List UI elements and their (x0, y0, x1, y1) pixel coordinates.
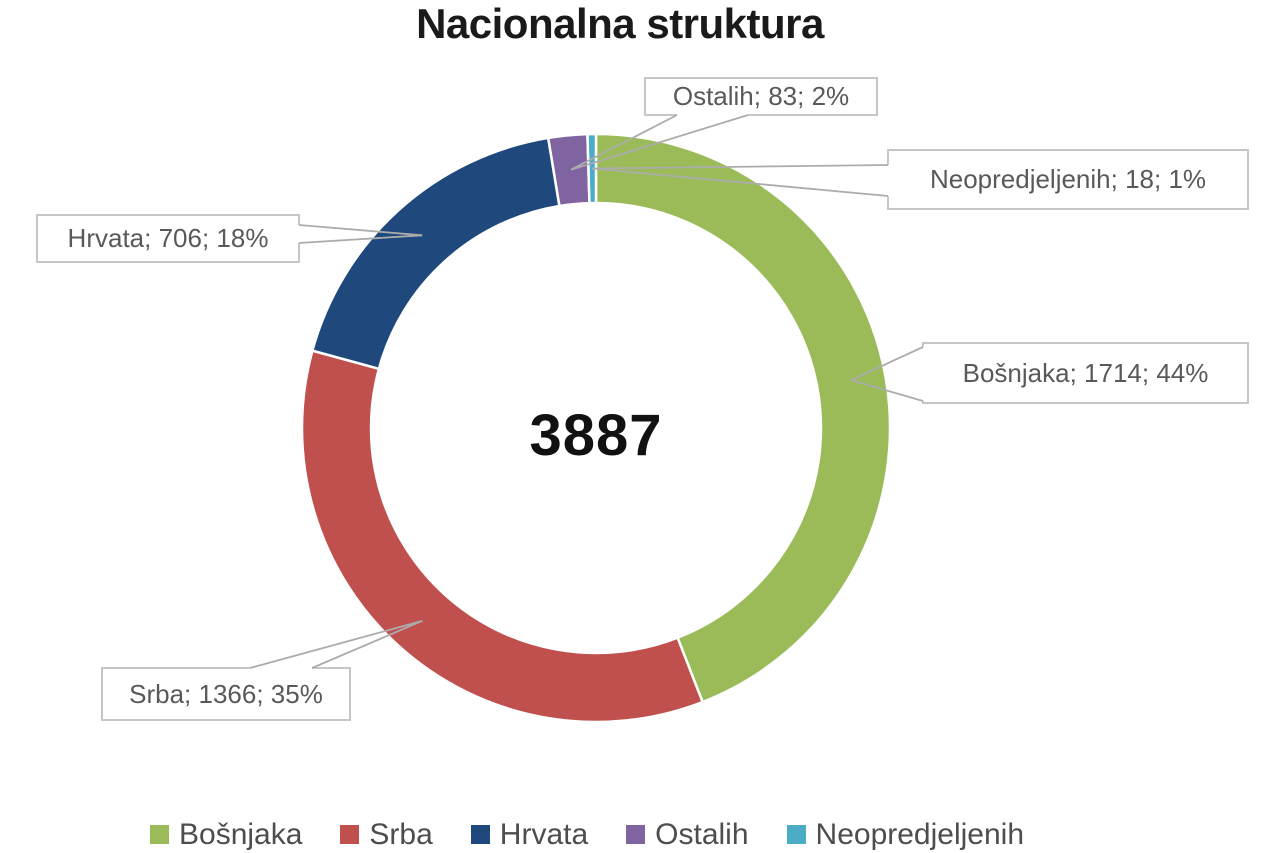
legend-item-srba: Srba (340, 817, 433, 852)
data-label-srba: Srba; 1366; 35% (129, 678, 323, 709)
data-label-box-neopredjeljenih (887, 149, 1249, 210)
legend-item-hrvata: Hrvata (470, 817, 589, 852)
legend-swatch-hrvata (470, 825, 490, 844)
leader-line-bosnjaka-1 (850, 379, 924, 402)
legend-label-ostalih: Ostalih (655, 817, 749, 851)
data-label-box-ostalih (644, 77, 878, 116)
data-label-box-bosnjaka (922, 342, 1249, 404)
chart-legend: Bošnjaka Srba Hrvata Ostalih Neopredjeljenih (150, 816, 1024, 853)
leader-line-neopredjeljenih-0 (592, 164, 889, 170)
donut-slice-bosnjaka (594, 132, 892, 704)
legend-swatch-neopredjeljenih (786, 825, 806, 844)
legend-item-ostalih: Ostalih (626, 817, 749, 852)
legend-swatch-bosnjaka (150, 825, 169, 844)
legend-label-bosnjaka: Bošnjaka (179, 817, 303, 851)
data-label-box-srba (101, 667, 351, 721)
chart-title: Nacionalna struktura (416, 0, 824, 47)
legend-item-neopredjeljenih: Neopredjeljenih (786, 817, 1025, 852)
donut-slice-hrvata (311, 136, 561, 371)
legend-swatch-srba (340, 825, 360, 844)
legend-item-bosnjaka: Bošnjaka (150, 818, 302, 852)
leader-line-hrvata-0 (298, 224, 423, 237)
data-label-neopredjeljenih: Neopredjeljenih; 18; 1% (929, 164, 1207, 194)
data-label-hrvata: Hrvata; 706; 18% (67, 223, 269, 253)
data-label-ostalih: Ostalih; 83; 2% (672, 81, 850, 111)
leader-line-srba-0 (249, 619, 423, 669)
donut-slice-neopredjeljenih (586, 132, 598, 205)
legend-swatch-ostalih (626, 825, 646, 844)
leader-line-hrvata-1 (298, 234, 423, 244)
legend-label-neopredjeljenih: Neopredjeljenih (815, 817, 1025, 851)
legend-label-hrvata: Hrvata (499, 817, 589, 851)
leader-line-srba-1 (311, 620, 423, 669)
leader-line-ostalih-0 (570, 114, 678, 171)
donut-center-total: 3887 (529, 402, 663, 468)
data-label-bosnjaka: Bošnjaka; 1714; 44% (962, 357, 1209, 388)
leader-line-neopredjeljenih-1 (592, 167, 889, 197)
data-label-box-hrvata (36, 214, 300, 263)
leader-line-bosnjaka-0 (850, 346, 924, 381)
leader-line-ostalih-1 (570, 114, 749, 171)
legend-label-srba: Srba (369, 817, 433, 851)
